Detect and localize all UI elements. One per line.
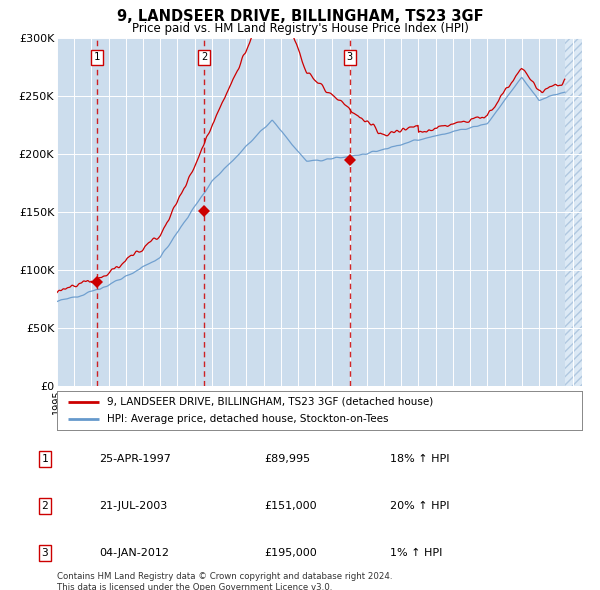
Text: HPI: Average price, detached house, Stockton-on-Tees: HPI: Average price, detached house, Stoc… <box>107 414 388 424</box>
Text: 21-JUL-2003: 21-JUL-2003 <box>99 501 167 511</box>
Text: 1: 1 <box>94 53 100 63</box>
Text: Contains HM Land Registry data © Crown copyright and database right 2024.
This d: Contains HM Land Registry data © Crown c… <box>57 572 392 590</box>
Text: £151,000: £151,000 <box>264 501 317 511</box>
Text: Price paid vs. HM Land Registry's House Price Index (HPI): Price paid vs. HM Land Registry's House … <box>131 22 469 35</box>
Text: 3: 3 <box>41 548 49 558</box>
Text: £195,000: £195,000 <box>264 548 317 558</box>
Text: £89,995: £89,995 <box>264 454 310 464</box>
Text: 25-APR-1997: 25-APR-1997 <box>99 454 171 464</box>
Text: 2: 2 <box>201 53 207 63</box>
Text: 04-JAN-2012: 04-JAN-2012 <box>99 548 169 558</box>
Text: 9, LANDSEER DRIVE, BILLINGHAM, TS23 3GF (detached house): 9, LANDSEER DRIVE, BILLINGHAM, TS23 3GF … <box>107 396 433 407</box>
Text: 18% ↑ HPI: 18% ↑ HPI <box>390 454 449 464</box>
Text: 3: 3 <box>347 53 353 63</box>
Text: 1: 1 <box>41 454 49 464</box>
Text: 20% ↑ HPI: 20% ↑ HPI <box>390 501 449 511</box>
Text: 1% ↑ HPI: 1% ↑ HPI <box>390 548 442 558</box>
Bar <box>565 38 582 386</box>
Text: 9, LANDSEER DRIVE, BILLINGHAM, TS23 3GF: 9, LANDSEER DRIVE, BILLINGHAM, TS23 3GF <box>116 9 484 24</box>
Text: 2: 2 <box>41 501 49 511</box>
